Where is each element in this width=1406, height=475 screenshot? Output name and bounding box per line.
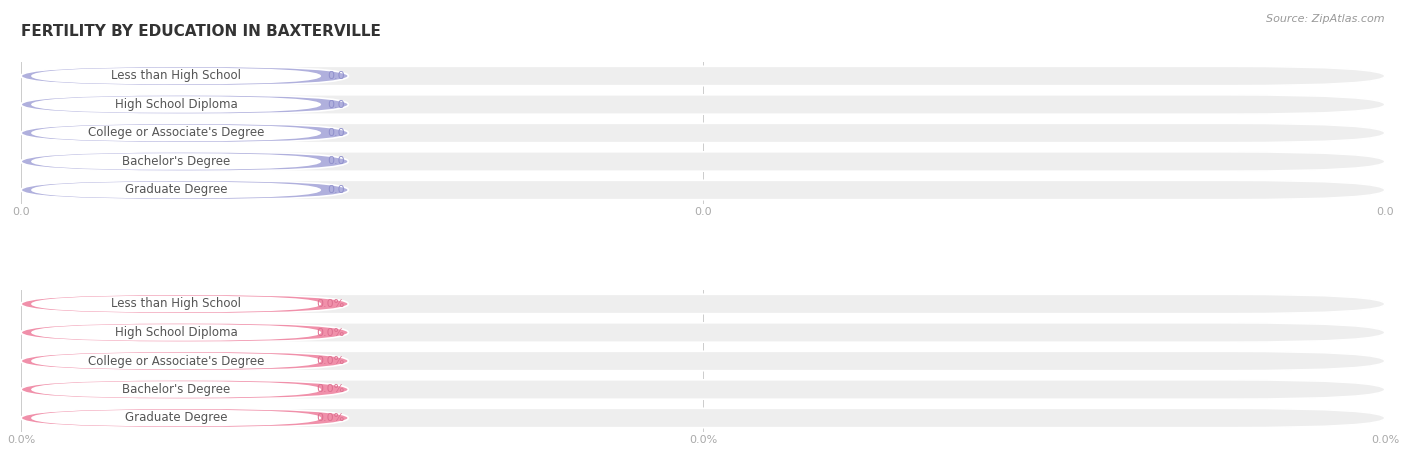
Text: 0.0%: 0.0%: [316, 413, 344, 423]
FancyBboxPatch shape: [31, 296, 321, 312]
FancyBboxPatch shape: [21, 124, 1385, 142]
FancyBboxPatch shape: [21, 66, 1385, 85]
FancyBboxPatch shape: [21, 294, 349, 314]
Text: Graduate Degree: Graduate Degree: [125, 183, 228, 197]
Text: Less than High School: Less than High School: [111, 69, 240, 83]
Text: FERTILITY BY EDUCATION IN BAXTERVILLE: FERTILITY BY EDUCATION IN BAXTERVILLE: [21, 24, 381, 39]
Text: 0.0: 0.0: [328, 185, 344, 195]
FancyBboxPatch shape: [21, 66, 349, 85]
FancyBboxPatch shape: [21, 352, 349, 370]
FancyBboxPatch shape: [21, 380, 1385, 399]
FancyBboxPatch shape: [21, 152, 349, 171]
Text: 0.0: 0.0: [328, 128, 344, 138]
FancyBboxPatch shape: [21, 95, 349, 114]
FancyBboxPatch shape: [31, 381, 321, 398]
Text: Bachelor's Degree: Bachelor's Degree: [122, 155, 231, 168]
FancyBboxPatch shape: [31, 410, 321, 426]
Text: 0.0%: 0.0%: [316, 327, 344, 338]
Text: 0.0: 0.0: [328, 99, 344, 110]
FancyBboxPatch shape: [21, 380, 349, 399]
FancyBboxPatch shape: [31, 96, 321, 113]
FancyBboxPatch shape: [21, 408, 1385, 428]
FancyBboxPatch shape: [31, 353, 321, 369]
Text: 0.0: 0.0: [328, 156, 344, 167]
FancyBboxPatch shape: [31, 182, 321, 198]
FancyBboxPatch shape: [21, 95, 1385, 114]
FancyBboxPatch shape: [21, 323, 349, 342]
FancyBboxPatch shape: [21, 124, 349, 142]
Text: College or Associate's Degree: College or Associate's Degree: [89, 354, 264, 368]
Text: Bachelor's Degree: Bachelor's Degree: [122, 383, 231, 396]
Text: High School Diploma: High School Diploma: [115, 326, 238, 339]
Text: 0.0%: 0.0%: [316, 356, 344, 366]
FancyBboxPatch shape: [21, 323, 1385, 342]
Text: Source: ZipAtlas.com: Source: ZipAtlas.com: [1267, 14, 1385, 24]
FancyBboxPatch shape: [21, 294, 1385, 314]
FancyBboxPatch shape: [31, 68, 321, 84]
FancyBboxPatch shape: [21, 180, 1385, 200]
FancyBboxPatch shape: [31, 153, 321, 170]
FancyBboxPatch shape: [31, 324, 321, 341]
FancyBboxPatch shape: [31, 125, 321, 141]
Text: College or Associate's Degree: College or Associate's Degree: [89, 126, 264, 140]
FancyBboxPatch shape: [21, 152, 1385, 171]
FancyBboxPatch shape: [21, 180, 349, 200]
FancyBboxPatch shape: [21, 408, 349, 428]
Text: Graduate Degree: Graduate Degree: [125, 411, 228, 425]
FancyBboxPatch shape: [21, 352, 1385, 370]
Text: 0.0%: 0.0%: [316, 299, 344, 309]
Text: 0.0: 0.0: [328, 71, 344, 81]
Text: Less than High School: Less than High School: [111, 297, 240, 311]
Text: 0.0%: 0.0%: [316, 384, 344, 395]
Text: High School Diploma: High School Diploma: [115, 98, 238, 111]
